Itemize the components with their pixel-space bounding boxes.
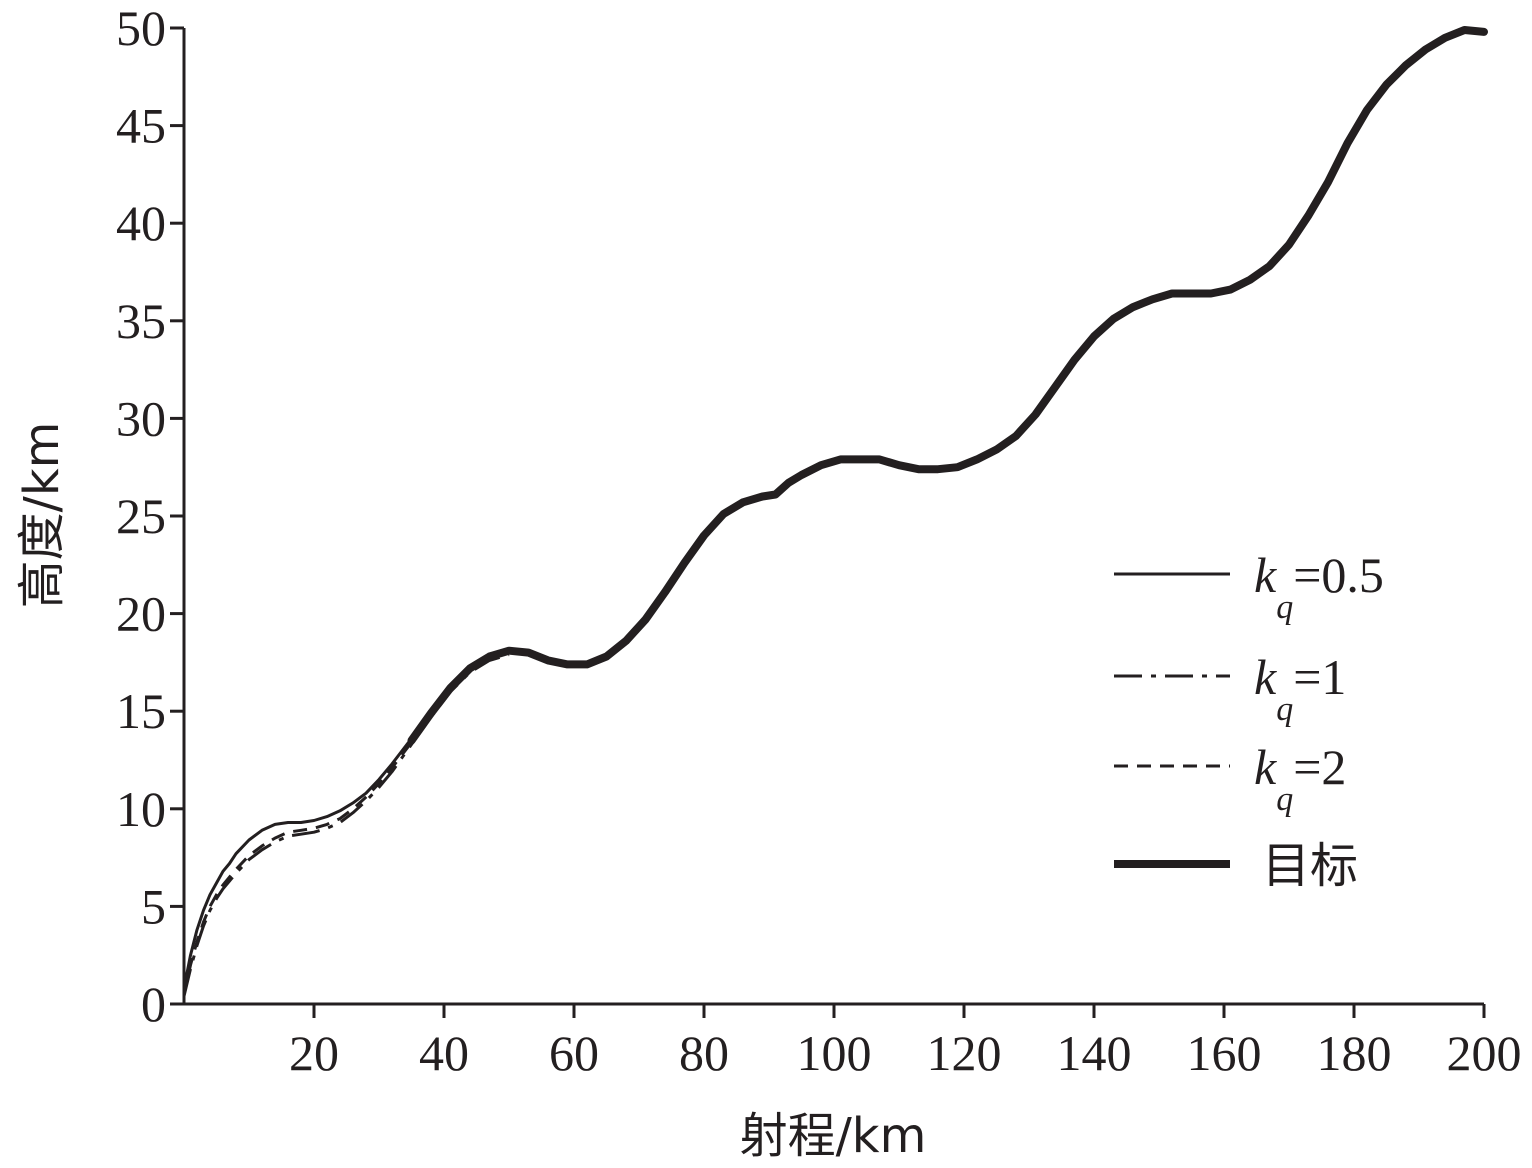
- series-line-3: [182, 651, 510, 995]
- legend-value: =1: [1293, 649, 1346, 705]
- y-tick-label: 15: [116, 683, 166, 739]
- y-tick-label: 0: [141, 976, 166, 1032]
- legend-label-2: kq=1: [1254, 649, 1346, 728]
- legend-value: =0.5: [1293, 547, 1384, 603]
- legend-subscript: q: [1276, 691, 1293, 728]
- y-tick-label: 40: [116, 195, 166, 251]
- y-tick-label: 50: [116, 0, 166, 56]
- series-layer: [182, 26, 1488, 997]
- legend-k: k: [1254, 739, 1277, 795]
- y-tick-label: 5: [141, 878, 166, 934]
- legend-k: k: [1254, 649, 1277, 705]
- x-tick-label: 40: [419, 1025, 469, 1081]
- x-tick-label: 20: [289, 1025, 339, 1081]
- x-tick-label: 200: [1447, 1025, 1522, 1081]
- y-axis-title: 高度/km: [14, 422, 70, 609]
- legend-subscript: q: [1276, 781, 1293, 818]
- series-line-4: [407, 26, 1488, 745]
- x-tick-label: 80: [679, 1025, 729, 1081]
- legend: kq=0.5kq=1kq=2目标: [1114, 547, 1384, 894]
- x-tick-label: 180: [1317, 1025, 1392, 1081]
- legend-label-4: 目标: [1262, 838, 1358, 894]
- series-line-1: [182, 711, 433, 990]
- x-tick-label: 160: [1187, 1025, 1262, 1081]
- x-tick-label: 100: [797, 1025, 872, 1081]
- legend-label-1: kq=0.5: [1254, 547, 1384, 626]
- tick-labels: 0 5 10 15 20 25 30 35 40 45 50 20 40 60 80 100 120 140 160…: [116, 0, 1522, 1081]
- series-line-2: [182, 653, 510, 997]
- y-tick-label: 35: [116, 293, 166, 349]
- legend-k: k: [1254, 547, 1277, 603]
- legend-subscript: q: [1276, 589, 1293, 626]
- y-tick-label: 10: [116, 781, 166, 837]
- y-tick-label: 20: [116, 586, 166, 642]
- x-tick-label: 120: [927, 1025, 1002, 1081]
- y-tick-label: 30: [116, 390, 166, 446]
- legend-value: =2: [1293, 739, 1346, 795]
- x-tick-label: 60: [549, 1025, 599, 1081]
- legend-label-3: kq=2: [1254, 739, 1346, 818]
- axes: [170, 26, 1486, 1018]
- x-axis-title: 射程/km: [740, 1108, 927, 1164]
- y-tick-label: 25: [116, 488, 166, 544]
- x-tick-label: 140: [1057, 1025, 1132, 1081]
- y-tick-label: 45: [116, 98, 166, 154]
